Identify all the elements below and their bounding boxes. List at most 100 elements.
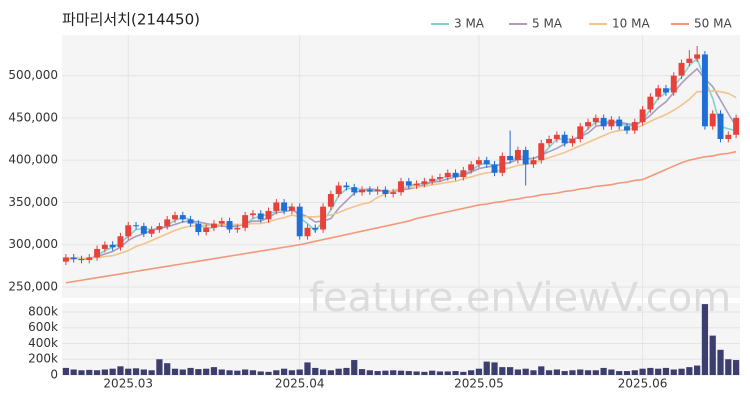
volume-bar: [452, 371, 459, 375]
volume-bar: [444, 371, 451, 375]
candle-body: [164, 219, 171, 227]
volume-bar: [436, 371, 444, 375]
candle-body: [709, 113, 716, 127]
candle-body: [94, 248, 101, 258]
volume-tick-label: 200k: [28, 352, 58, 366]
candle-body: [538, 143, 545, 161]
candle-body: [133, 225, 139, 227]
legend-label: 5 MA: [532, 17, 563, 31]
volume-bar: [647, 367, 654, 375]
volume-bar: [608, 369, 615, 375]
candle-body: [733, 117, 740, 135]
candle-body: [327, 193, 334, 207]
volume-bar: [195, 369, 202, 375]
volume-bar: [288, 370, 296, 375]
volume-bar: [374, 371, 381, 375]
candle-body: [70, 257, 77, 260]
candle-body: [507, 155, 514, 161]
volume-bar: [366, 370, 373, 375]
candle-body: [421, 181, 428, 184]
volume-bar: [678, 368, 685, 375]
volume-bar: [662, 367, 670, 375]
volume-bar: [382, 370, 389, 375]
candle-body: [265, 210, 272, 220]
volume-bar: [335, 368, 342, 375]
candle-body: [592, 117, 599, 123]
candle-body: [413, 183, 420, 186]
volume-tick-label: 800k: [28, 304, 58, 318]
volume-bar: [148, 370, 155, 375]
candle-body: [460, 170, 467, 178]
volume-bar: [249, 370, 257, 375]
candle-body: [631, 122, 638, 131]
volume-bar: [584, 370, 592, 375]
candle-body: [366, 189, 373, 192]
volume-bar: [187, 367, 194, 375]
volume-bar: [164, 363, 171, 375]
y-tick-label: 450,000: [8, 110, 58, 124]
volume-bar: [670, 369, 677, 375]
candle-body: [156, 226, 163, 230]
candle-body: [663, 88, 669, 93]
ma-line: [65, 150, 737, 284]
volume-bar: [631, 370, 638, 375]
candle-body: [585, 122, 591, 127]
candle-body: [374, 189, 381, 192]
volume-bar: [429, 370, 436, 375]
volume-bar: [538, 366, 545, 375]
candle-body: [335, 185, 342, 194]
volume-bar: [70, 369, 77, 375]
candle-body: [546, 139, 553, 144]
volume-bar: [280, 368, 288, 375]
candle-body: [514, 150, 521, 161]
candle-body: [483, 160, 490, 165]
volume-bar: [655, 368, 662, 375]
candle-body: [211, 223, 217, 228]
candle-body: [62, 257, 69, 262]
candle-body: [678, 62, 685, 76]
volume-bar: [327, 370, 334, 375]
x-tick-label: 2025.04: [275, 377, 325, 391]
volume-bar: [561, 371, 568, 375]
volume-bar: [156, 359, 163, 375]
candle-body: [600, 117, 607, 127]
volume-bar: [421, 371, 428, 375]
volume-tick-label: 0: [50, 368, 58, 382]
volume-bar: [125, 368, 132, 375]
candle-body: [288, 206, 295, 211]
candle-body: [109, 244, 116, 248]
candle-body: [452, 172, 459, 178]
volume-bar: [694, 365, 701, 375]
volume-bar: [491, 362, 498, 375]
volume-bar: [257, 371, 264, 375]
volume-bar: [514, 369, 522, 375]
candle-body: [725, 134, 732, 140]
volume-bar: [686, 367, 693, 375]
volume-bar: [226, 370, 233, 375]
volume-bar: [390, 370, 397, 375]
volume-bar: [304, 362, 311, 375]
candle-body: [390, 192, 397, 194]
candle-body: [522, 150, 529, 165]
volume-bar: [701, 304, 709, 375]
candle-body: [491, 164, 498, 173]
candle-body: [499, 155, 506, 173]
candle-body: [553, 134, 560, 140]
volume-bar: [179, 369, 186, 375]
volume-bar: [109, 368, 116, 375]
candle-body: [218, 221, 225, 224]
candle-body: [140, 226, 147, 234]
volume-bar: [725, 359, 732, 375]
legend-label: 50 MA: [694, 17, 732, 31]
volume-bar: [460, 371, 467, 375]
x-tick-label: 2025.06: [618, 377, 668, 391]
volume-bar: [296, 369, 303, 375]
volume-bar: [218, 369, 225, 375]
candle-body: [437, 177, 443, 179]
candle-body: [686, 58, 693, 63]
volume-bar: [319, 369, 327, 375]
volume-bar: [600, 367, 607, 375]
volume-bar: [210, 367, 218, 375]
candle-body: [125, 225, 132, 237]
